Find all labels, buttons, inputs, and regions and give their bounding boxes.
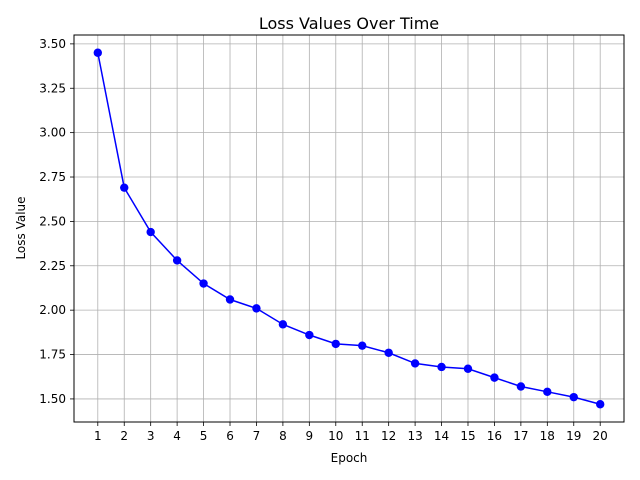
x-axis-label: Epoch — [331, 451, 368, 465]
data-point — [490, 373, 499, 382]
data-point — [358, 341, 367, 350]
y-tick-label: 1.50 — [39, 392, 66, 406]
x-tick-label: 14 — [434, 429, 449, 443]
x-tick-label: 15 — [460, 429, 475, 443]
x-tick-label: 1 — [94, 429, 102, 443]
y-tick-label: 2.75 — [39, 170, 66, 184]
x-tick-label: 11 — [355, 429, 370, 443]
y-tick-label: 3.00 — [39, 126, 66, 140]
plot-area-frame — [73, 34, 625, 423]
x-tick-label: 2 — [120, 429, 128, 443]
data-point — [463, 364, 473, 373]
data-point — [305, 330, 314, 340]
y-tick-label: 2.25 — [39, 259, 66, 273]
x-tick-label: 19 — [566, 429, 581, 443]
data-point — [596, 400, 605, 409]
data-point — [225, 295, 235, 304]
y-axis: 1.50 1.75 2.00 2.25 2.50 2.75 3.00 3.25 3.50 — [39, 37, 74, 406]
y-tick-label: 2.50 — [39, 214, 66, 228]
data-point — [278, 320, 288, 329]
y-tick-label: 3.50 — [39, 37, 66, 51]
x-tick-label: 6 — [226, 429, 234, 443]
series-markers — [93, 48, 605, 409]
series-line-loss — [97, 52, 601, 405]
x-tick-label: 17 — [513, 429, 528, 443]
x-tick-label: 20 — [593, 429, 608, 443]
data-point — [120, 183, 129, 192]
y-tick-label: 2.00 — [39, 303, 66, 317]
data-point — [384, 348, 393, 357]
x-tick-label: 5 — [200, 429, 208, 443]
x-tick-label: 12 — [381, 429, 396, 443]
data-point — [252, 304, 261, 313]
x-tick-label: 4 — [173, 429, 181, 443]
data-point — [93, 48, 102, 57]
chart-title: Loss Values Over Time — [259, 14, 439, 33]
x-tick-label: 7 — [253, 429, 261, 443]
data-point — [146, 227, 155, 237]
x-axis: 1 2 3 4 5 6 7 8 9 10 11 12 13 14 15 16 17 18 19 20 — [94, 422, 608, 443]
data-point — [331, 339, 340, 349]
y-tick-label: 3.25 — [39, 81, 66, 95]
x-tick-label: 10 — [328, 429, 343, 443]
x-tick-label: 9 — [306, 429, 314, 443]
x-tick-label: 8 — [279, 429, 287, 443]
x-tick-label: 16 — [487, 429, 502, 443]
data-point — [516, 382, 526, 391]
data-point — [410, 359, 420, 368]
x-tick-label: 18 — [540, 429, 555, 443]
data-point — [437, 362, 446, 372]
y-tick-label: 1.75 — [39, 348, 66, 362]
x-tick-label: 13 — [407, 429, 422, 443]
x-tick-label: 3 — [147, 429, 155, 443]
y-axis-label: Loss Value — [14, 196, 28, 259]
data-point — [569, 392, 578, 402]
data-point — [199, 279, 208, 288]
data-point — [543, 387, 552, 397]
grid-lines — [74, 35, 624, 422]
data-point — [172, 256, 182, 265]
